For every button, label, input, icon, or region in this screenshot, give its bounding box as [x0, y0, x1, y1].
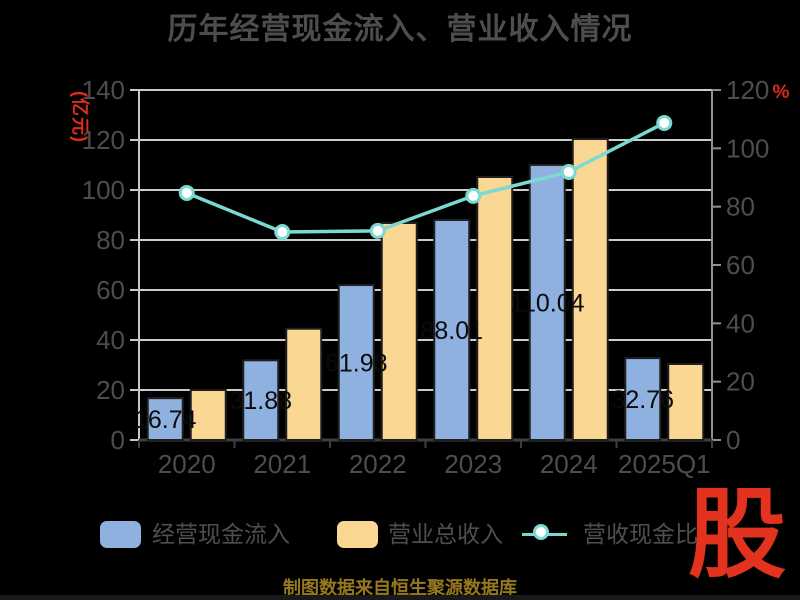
- left-axis-tick-label: 80: [96, 225, 125, 255]
- ratio-line-marker-2022[interactable]: [369, 222, 386, 239]
- ratio-line-marker-2024[interactable]: [560, 163, 577, 180]
- bar-revenue-2025Q1[interactable]: [667, 363, 705, 441]
- left-axis-tick-label: 40: [96, 325, 125, 355]
- bar-value-label: 32.76: [611, 386, 674, 414]
- right-axis-tick-label: 40: [726, 308, 755, 338]
- right-axis-tick-label: 120: [726, 75, 769, 105]
- bar-value-label: 88.01: [420, 317, 483, 345]
- x-axis-category-label: 2020: [158, 449, 216, 479]
- legend-item-cash-revenue-ratio[interactable]: 营收现金比: [522, 518, 712, 548]
- bar-cash-inflow-2024[interactable]: [528, 163, 566, 441]
- data-source-note: 制图数据来自恒生聚源数据库: [283, 578, 517, 598]
- right-axis-tick-label: 20: [726, 367, 755, 397]
- bar-value-label: 16.74: [134, 406, 197, 434]
- right-axis-unit-label: %: [772, 82, 790, 103]
- right-axis-tick-label: 60: [726, 250, 755, 280]
- ratio-line-marker-2025Q1[interactable]: [656, 114, 673, 131]
- bar-cash-inflow-2022[interactable]: [337, 284, 375, 441]
- bar-cash-inflow-2021[interactable]: [242, 359, 280, 441]
- ratio-line-marker-2020[interactable]: [178, 184, 195, 201]
- bar-revenue-2023[interactable]: [476, 176, 514, 441]
- x-axis-category-label: 2022: [349, 449, 407, 479]
- legend-label: 营收现金比: [583, 521, 698, 547]
- bar-cash-inflow-2025Q1[interactable]: [624, 357, 662, 442]
- bottom-strip: [0, 595, 800, 600]
- ratio-line: [186, 121, 666, 234]
- right-axis-tick-label: 100: [726, 133, 769, 163]
- bar-revenue-2020[interactable]: [189, 389, 227, 441]
- chart-title: 历年经营现金流入、营业收入情况: [167, 13, 633, 46]
- legend-item-total-revenue[interactable]: 营业总收入: [337, 518, 512, 548]
- bar-revenue-2022[interactable]: [380, 222, 418, 441]
- legend-item-operating-cash-inflow[interactable]: 经营现金流入: [100, 518, 300, 548]
- legend: 经营现金流入 营业总收入 营收现金比: [0, 518, 800, 552]
- x-axis-category-label: 2023: [444, 449, 502, 479]
- logo-watermark: 股: [688, 479, 787, 589]
- left-axis-tick-label: 20: [96, 375, 125, 405]
- left-axis-tick-label: 120: [82, 125, 125, 155]
- left-axis-tick-label: 140: [82, 75, 125, 105]
- right-axis-tick-label: 0: [726, 425, 740, 455]
- ratio-line-marker-2021[interactable]: [274, 224, 291, 241]
- left-axis-tick-label: 0: [111, 425, 125, 455]
- bar-value-label: 31.88: [229, 387, 292, 415]
- legend-label: 经营现金流入: [152, 521, 290, 547]
- x-axis-category-label: 2024: [540, 449, 598, 479]
- legend-label: 营业总收入: [388, 521, 503, 547]
- x-axis-category-label: 2025Q1: [618, 449, 711, 479]
- bar-value-label: 61.98: [325, 350, 388, 378]
- left-axis-tick-label: 100: [82, 175, 125, 205]
- bar-cash-inflow-2020[interactable]: [146, 397, 184, 441]
- ratio-line-marker-2023[interactable]: [465, 187, 482, 204]
- legend-swatch-orange-icon: [337, 521, 378, 548]
- x-axis-category-label: 2021: [253, 449, 311, 479]
- bar-revenue-2021[interactable]: [285, 327, 323, 441]
- bar-revenue-2024[interactable]: [571, 138, 609, 441]
- right-axis-tick-label: 80: [726, 192, 755, 222]
- legend-line-marker-icon: [522, 521, 567, 548]
- legend-swatch-blue-icon: [100, 521, 141, 548]
- bar-cash-inflow-2023[interactable]: [433, 218, 471, 441]
- bar-value-label: 110.04: [510, 289, 585, 317]
- left-axis-tick-label: 60: [96, 275, 125, 305]
